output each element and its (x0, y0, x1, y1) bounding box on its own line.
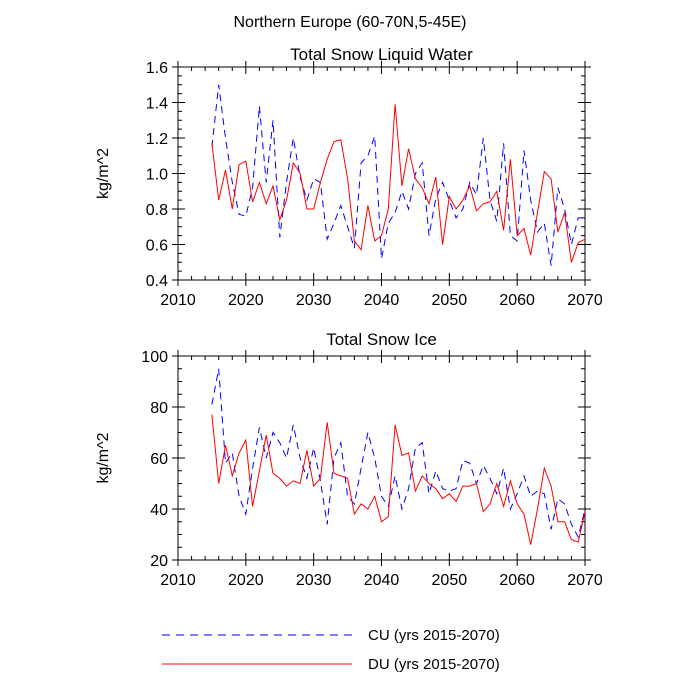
liquid-water-xtick-label: 2010 (160, 292, 196, 309)
snow-ice-ytick-label: 100 (141, 349, 168, 366)
liquid-water-plot-frame (177, 66, 586, 281)
liquid-water-ytick-label: 0.4 (146, 273, 168, 290)
snow-ice-xtick-label: 2070 (567, 572, 603, 589)
liquid-water-xtick-label: 2060 (499, 292, 535, 309)
snow-ice-xtick-label: 2010 (160, 572, 196, 589)
snow-ice-series-cu (211, 368, 586, 539)
liquid-water-ytick-label: 1.6 (146, 60, 168, 77)
liquid-water-xtick-label: 2020 (228, 292, 264, 309)
snow-ice-xtick-label: 2030 (296, 572, 332, 589)
liquid-water-ytick-label: 0.8 (146, 202, 168, 219)
legend-cu-label: CU (yrs 2015-2070) (368, 627, 500, 644)
snow-ice-xtick-label: 2050 (432, 572, 468, 589)
liquid-water-ytick-label: 0.6 (146, 238, 168, 255)
legend: CU (yrs 2015-2070) DU (yrs 2015-2070) (162, 627, 500, 673)
snow-ice-xtick-label: 2060 (499, 572, 535, 589)
snow-ice-plot-frame (177, 355, 586, 561)
snow-ice-ylabel: kg/m^2 (95, 432, 112, 483)
liquid-water-xtick-label: 2070 (567, 292, 603, 309)
snow-ice-ytick-label: 60 (150, 451, 168, 468)
legend-du-label: DU (yrs 2015-2070) (368, 656, 500, 673)
liquid-water-series-cu (211, 84, 585, 266)
figure-title: Northern Europe (60-70N,5-45E) (233, 14, 466, 31)
snow-ice-series-du (211, 414, 586, 545)
liquid-water-ytick-label: 1.4 (146, 96, 168, 113)
liquid-water-xtick-label: 2030 (296, 292, 332, 309)
snow-ice-ytick-label: 80 (150, 400, 168, 417)
liquid-water-xtick-label: 2040 (364, 292, 400, 309)
liquid-water-title: Total Snow Liquid Water (290, 45, 473, 64)
liquid-water-ytick-label: 1.0 (146, 167, 168, 184)
snow-ice-ytick-label: 20 (150, 553, 168, 570)
panel-snow-liquid-water: Total Snow Liquid Water 2010 2020 2030 2040 2… (95, 45, 603, 309)
liquid-water-xtick-label: 2050 (432, 292, 468, 309)
snow-ice-xtick-label: 2040 (364, 572, 400, 589)
snow-ice-title: Total Snow Ice (326, 330, 437, 349)
snow-ice-xtick-label: 2020 (228, 572, 264, 589)
liquid-water-series-du (211, 104, 586, 263)
snow-ice-ytick-label: 40 (150, 502, 168, 519)
liquid-water-ylabel: kg/m^2 (95, 148, 112, 199)
liquid-water-ytick-label: 1.2 (146, 131, 168, 148)
